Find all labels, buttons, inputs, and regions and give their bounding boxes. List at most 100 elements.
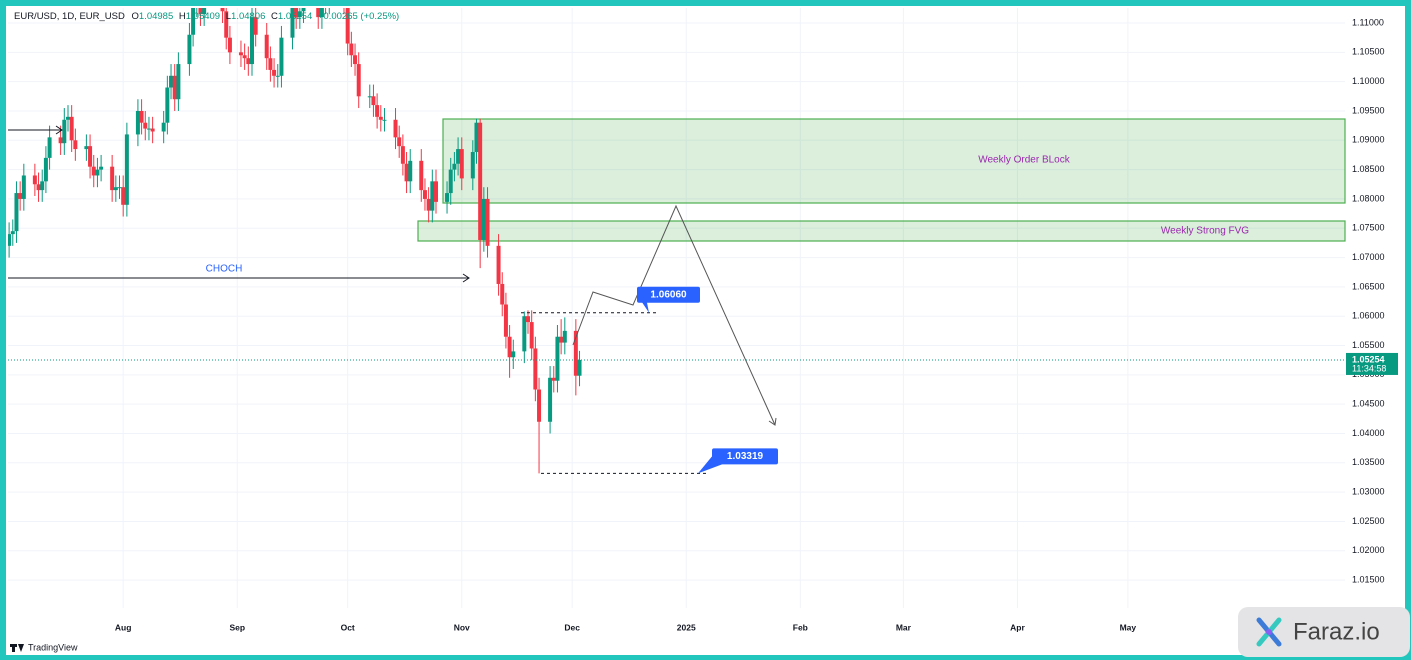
y-tick-label: 1.06000	[1352, 311, 1385, 321]
choch-label: CHOCH	[206, 264, 243, 275]
arrow-head	[462, 273, 470, 283]
change: +0.00265 (+0.25%)	[318, 11, 399, 22]
y-tick-label: 1.11000	[1352, 17, 1384, 27]
y-tick-label: 1.07500	[1352, 223, 1385, 233]
candle-body	[187, 34, 192, 65]
candle-body	[367, 96, 372, 98]
candle-body	[279, 37, 284, 76]
y-tick-label: 1.05500	[1352, 340, 1385, 350]
candle-body	[419, 160, 424, 191]
candle-body	[316, 8, 321, 18]
candle-body	[139, 110, 144, 123]
candle-body	[393, 119, 398, 138]
candle-body	[40, 181, 45, 191]
legend-key: O	[132, 11, 139, 22]
candle-body	[562, 330, 567, 343]
y-tick-label: 1.02500	[1352, 516, 1385, 526]
candle-body	[58, 137, 63, 144]
candle-body	[8, 234, 12, 246]
candle-body	[548, 377, 553, 422]
y-tick-label: 1.09500	[1352, 105, 1385, 115]
candle-body	[551, 377, 556, 381]
candle-body	[430, 181, 435, 211]
candle-body	[382, 119, 387, 121]
candle-body	[238, 52, 243, 56]
last-price-label: 1.05254	[1352, 354, 1385, 364]
candle-body	[150, 128, 155, 132]
candle-body	[478, 122, 483, 240]
candle-body	[224, 11, 229, 38]
candle-body	[191, 8, 196, 35]
candle-body	[198, 8, 203, 15]
candle-body	[268, 58, 273, 70]
countdown: 11:34:58	[1352, 363, 1386, 373]
x-tick-label: Sep	[229, 622, 245, 632]
x-tick-label: Oct	[341, 622, 355, 632]
legend-value: 1.04806	[231, 11, 265, 22]
candle-body	[529, 322, 534, 349]
symbol: EUR/USD, 1D, EUR_USD	[14, 11, 125, 22]
x-tick-label: Apr	[1010, 622, 1025, 632]
candle-body	[522, 316, 527, 352]
x-tick-label: May	[1120, 622, 1137, 632]
candle-body	[73, 140, 78, 150]
candle-body	[143, 122, 148, 129]
candle-body	[220, 8, 225, 12]
y-tick-label: 1.03000	[1352, 487, 1385, 497]
candle-body	[301, 8, 306, 12]
candle-body	[32, 175, 37, 185]
candle-body	[36, 184, 41, 191]
candle-body	[227, 37, 232, 53]
y-tick-label: 1.07000	[1352, 252, 1385, 262]
legend: EUR/USD, 1D, EUR_USD O1.04985 H1.05409 L…	[14, 11, 399, 22]
candle-body	[345, 8, 350, 44]
candle-body	[21, 175, 26, 199]
candle-body	[275, 75, 280, 77]
targets: 1.06060 1.03319	[521, 286, 778, 474]
arrow-head	[55, 125, 63, 135]
x-tick-label: 2025	[677, 622, 696, 632]
candle-body	[378, 116, 383, 120]
y-tick-label: 1.09000	[1352, 135, 1385, 145]
target-label: 1.03319	[727, 451, 764, 462]
x-tick-label: Mar	[896, 622, 912, 632]
candle-body	[577, 359, 582, 376]
candle-body	[448, 169, 453, 194]
drawings	[8, 125, 777, 426]
chart-background	[6, 6, 1405, 655]
candle-body	[121, 187, 126, 205]
axes: 1.11000 1.10500 1.10000 1.09500 1.09000 1.085…	[8, 17, 1398, 632]
candle-body	[434, 181, 439, 202]
x-tick-label: Dec	[564, 622, 580, 632]
target-box	[712, 448, 778, 465]
candle-body	[176, 64, 181, 100]
legend-value: 1.05409	[186, 11, 220, 22]
candle-body	[474, 122, 479, 153]
candles	[8, 0, 582, 474]
y-tick-label: 1.03500	[1352, 457, 1385, 467]
candle-body	[195, 0, 199, 5]
order-block-label: Weekly Order BLock	[978, 155, 1071, 166]
candle-body	[559, 336, 564, 343]
y-tick-label: 1.08000	[1352, 193, 1385, 203]
candle-body	[18, 193, 23, 199]
candle-body	[242, 55, 247, 59]
candle-body	[294, 8, 299, 18]
candle-body	[349, 43, 354, 56]
candle-body	[327, 0, 331, 2]
candle-body	[371, 96, 376, 106]
candle-body	[452, 163, 457, 170]
candle-body	[43, 157, 48, 182]
candle-body	[14, 193, 19, 232]
candle-body	[62, 119, 67, 144]
candle-body	[470, 152, 475, 179]
arrow-head	[768, 417, 777, 426]
legend-value: 1.04985	[139, 11, 173, 22]
x-tick-label: Aug	[115, 622, 132, 632]
y-tick-label: 1.10500	[1352, 47, 1385, 57]
candle-body	[481, 198, 486, 240]
candle-body	[202, 8, 207, 15]
last-price-box	[1346, 352, 1398, 375]
candle-body	[290, 8, 295, 38]
